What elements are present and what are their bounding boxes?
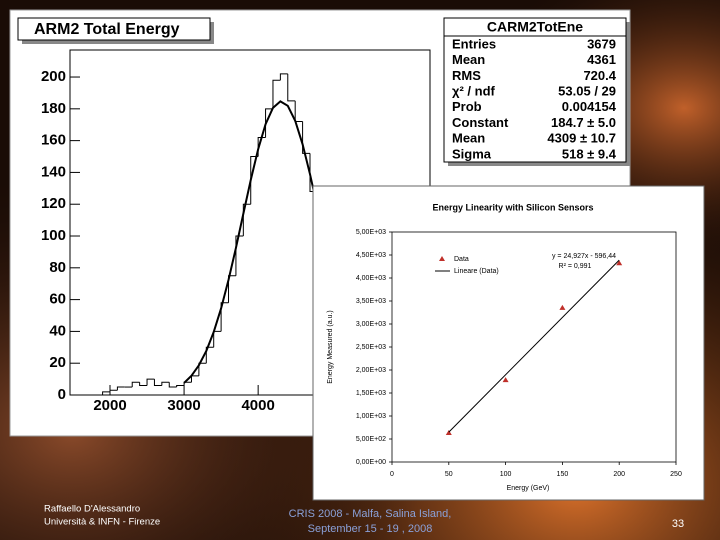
stats-label: χ² / ndf <box>452 84 496 99</box>
y-tick-label: 20 <box>49 354 66 371</box>
y-tick-label: 2,50E+03 <box>356 344 386 351</box>
histogram-bin <box>235 235 244 276</box>
data-point <box>559 304 566 310</box>
y-tick-label: 180 <box>41 100 66 117</box>
histogram-bin <box>176 384 185 388</box>
fit-curve <box>183 100 319 384</box>
stats-label: Mean <box>452 52 485 67</box>
stats-box <box>443 17 627 163</box>
page-number: 33 <box>672 518 684 530</box>
legend-swatch <box>439 256 445 261</box>
stats-value: 720.4 <box>583 68 616 83</box>
x-tick-label: 250 <box>670 471 682 478</box>
y-tick-label: 4,50E+03 <box>356 252 386 259</box>
histogram-bin <box>272 79 281 109</box>
y-tick-label: 1,00E+03 <box>356 413 386 420</box>
histogram-bin <box>153 379 162 386</box>
y-tick-label: 5,00E+03 <box>356 229 386 236</box>
histogram-bin <box>205 346 214 364</box>
x-tick-label: 4000 <box>241 397 274 414</box>
stats-label: Entries <box>452 36 496 51</box>
annotation: R² = 0,991 <box>559 263 592 270</box>
y-tick-label: 3,50E+03 <box>356 298 386 305</box>
x-tick-label: 2000 <box>93 397 126 414</box>
x-tick-label: 200 <box>613 471 625 478</box>
data-point <box>616 260 623 266</box>
histogram-bin <box>279 73 288 81</box>
y-tick-label: 0,00E+00 <box>356 459 386 466</box>
y-tick-label: 2,00E+03 <box>356 367 386 374</box>
y-tick-label: 120 <box>41 195 66 212</box>
footer-conference: CRIS 2008 - Malfa, Salina Island, <box>289 508 452 520</box>
y-tick-label: 140 <box>41 163 66 180</box>
stats-label: Mean <box>452 131 485 146</box>
histogram-bin <box>287 73 296 102</box>
y-tick-label: 3,00E+03 <box>356 321 386 328</box>
x-axis-label: Energy (GeV) <box>507 485 550 492</box>
stats-label: Constant <box>452 115 509 130</box>
data-point <box>445 430 452 436</box>
legend-label: Data <box>454 256 469 263</box>
stats-value: 4361 <box>587 52 616 67</box>
x-tick-label: 3000 <box>167 397 200 414</box>
x-tick-label: 0 <box>390 471 394 478</box>
x-tick-label: 150 <box>557 471 569 478</box>
stats-value: 3679 <box>587 36 616 51</box>
histogram-bin <box>302 121 310 154</box>
annotation: y = 24,927x - 596,44 <box>552 253 616 260</box>
x-tick-label: 50 <box>445 471 453 478</box>
footer-dates: September 15 - 19 , 2008 <box>308 523 433 535</box>
chart-title: ARM2 Total Energy <box>34 21 180 38</box>
scatter-chart: 0,00E+00 5,00E+02 1,00E+03 1,50E+03 2,00E+03… <box>356 229 682 478</box>
y-tick-label: 4,00E+03 <box>356 275 386 282</box>
stats-label: Prob <box>452 99 482 114</box>
histogram-bin <box>161 381 170 386</box>
stats-value: 518 ± 9.4 <box>562 146 617 161</box>
histogram-bin <box>109 389 118 392</box>
stats-label: RMS <box>452 68 481 83</box>
histogram-bin <box>102 391 110 395</box>
stats-title: CARM2TotEne <box>487 19 583 35</box>
footer-author: Raffaello D'Alessandro <box>44 504 140 515</box>
footer-affiliation: Università & INFN - Firenze <box>44 517 160 528</box>
legend-label: Lineare (Data) <box>454 268 499 275</box>
data-point <box>502 377 509 383</box>
fit-line <box>448 259 620 433</box>
histogram-chart: 0 20 40 60 80 100 120 140 160 180 200 2000 3000 4000 <box>41 68 319 414</box>
stats-value: 53.05 / 29 <box>558 84 616 99</box>
stats-value: 184.7 ± 5.0 <box>551 115 616 130</box>
histogram-bin <box>131 381 140 388</box>
histogram-bin <box>146 378 155 386</box>
histogram-bin <box>242 203 251 237</box>
y-tick-label: 5,00E+02 <box>356 436 386 443</box>
x-tick-label: 100 <box>500 471 512 478</box>
y-tick-label: 200 <box>41 68 66 85</box>
histogram-bin <box>116 386 125 391</box>
histogram-bin <box>139 382 148 386</box>
y-tick-label: 40 <box>49 322 66 339</box>
y-axis-label: Energy Measured (a.u.) <box>327 310 334 384</box>
y-tick-label: 80 <box>49 259 66 276</box>
stats-value: 0.004154 <box>562 99 617 114</box>
scatter-panel <box>312 185 705 501</box>
y-tick-label: 0 <box>58 386 66 403</box>
title-box <box>17 17 211 41</box>
histogram-bin <box>168 382 177 388</box>
stats-label: Sigma <box>452 146 492 161</box>
y-tick-label: 160 <box>41 132 66 149</box>
histogram-bin <box>265 108 273 138</box>
stats-value: 4309 ± 10.7 <box>547 131 616 146</box>
histogram-bin <box>220 302 229 332</box>
y-tick-label: 1,50E+03 <box>356 390 386 397</box>
chart-title: Energy Linearity with Silicon Sensors <box>432 202 593 212</box>
y-tick-label: 100 <box>41 227 66 244</box>
y-tick-label: 60 <box>49 291 66 308</box>
